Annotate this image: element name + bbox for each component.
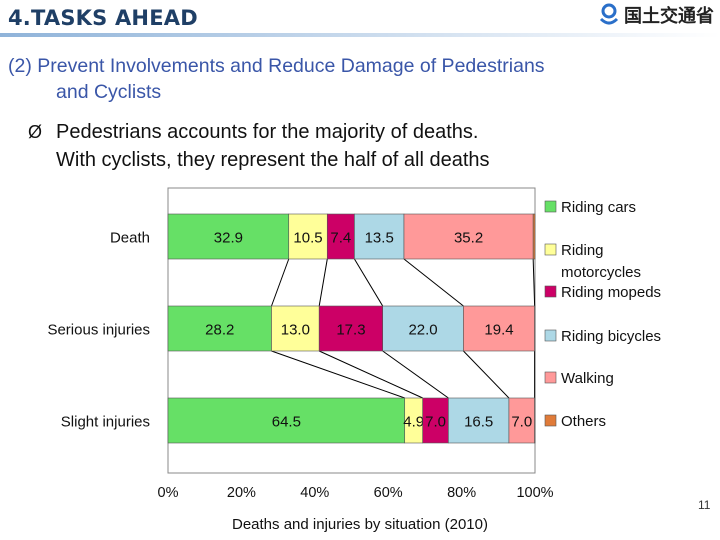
ministry-logo: 国土交通省 — [598, 2, 714, 28]
legend-swatch — [544, 414, 557, 427]
bar-segment — [422, 397, 449, 444]
bar-segment — [532, 213, 536, 260]
legend-swatch — [544, 329, 557, 342]
bullet-line-1: Pedestrians accounts for the majority of… — [56, 121, 479, 143]
connector-line — [463, 350, 510, 399]
data-label: 13.5 — [365, 230, 394, 247]
data-label: 17.3 — [336, 322, 365, 339]
chart-caption: Deaths and injuries by situation (2010) — [0, 516, 720, 533]
connector-line — [532, 258, 536, 307]
legend-label-continued: motorcycles — [561, 264, 641, 281]
page-number: 11 — [698, 498, 711, 512]
connector-line — [382, 350, 449, 399]
bar-segment — [271, 305, 320, 352]
connector-line — [318, 258, 328, 307]
data-label: 22.0 — [408, 322, 437, 339]
bar-segment — [288, 213, 328, 260]
data-label: 7.0 — [425, 414, 446, 431]
legend-label: Others — [561, 413, 606, 430]
connector-line — [318, 350, 423, 399]
legend-label: Riding mopeds — [561, 284, 661, 301]
legend-swatch — [544, 285, 557, 298]
bar-segment — [326, 213, 355, 260]
category-label: Death — [110, 230, 150, 247]
bullet-point: Ø Pedestrians accounts for the majority … — [28, 118, 688, 174]
data-label: 13.0 — [281, 322, 310, 339]
data-label: 10.5 — [293, 230, 322, 247]
x-tick-label: 60% — [374, 485, 403, 501]
legend-swatch — [544, 200, 557, 213]
legend-swatch — [544, 243, 557, 256]
bar-segment — [534, 397, 536, 444]
legend-label: Walking — [561, 370, 614, 387]
mlit-swirl-icon — [599, 3, 619, 25]
bar-segment — [534, 305, 536, 352]
bar-segment — [508, 397, 535, 444]
category-label: Serious injuries — [47, 322, 150, 339]
data-label: 4.9 — [403, 414, 424, 431]
data-label: 7.0 — [511, 414, 532, 431]
legend-swatch — [544, 371, 557, 384]
header-divider — [0, 33, 720, 37]
subtitle-line-2: and Cyclists — [56, 81, 162, 103]
x-tick-label: 40% — [300, 485, 329, 501]
data-label: 35.2 — [454, 230, 483, 247]
bar-segment — [167, 213, 290, 260]
x-tick-label: 80% — [447, 485, 476, 501]
bar-segment — [354, 213, 405, 260]
bar-segment — [463, 305, 535, 352]
chart-caption-text: Deaths and injuries by situation (2010) — [232, 516, 488, 533]
bullet-arrow-icon: Ø — [28, 122, 43, 142]
category-label: Slight injuries — [61, 414, 150, 431]
page-header-title: 4.TASKS AHEAD — [8, 6, 198, 30]
connector-line — [271, 350, 405, 399]
subtitle-line-1: (2) Prevent Involvements and Reduce Dama… — [8, 55, 545, 77]
legend-label: Riding — [561, 242, 604, 259]
legend-label: Riding bicycles — [561, 328, 661, 345]
data-label: 16.5 — [464, 414, 493, 431]
bar-segment — [318, 305, 383, 352]
bar-segment — [167, 305, 272, 352]
data-label: 32.9 — [214, 230, 243, 247]
data-label: 19.4 — [484, 322, 513, 339]
data-label: 28.2 — [205, 322, 234, 339]
bar-segment — [167, 397, 406, 444]
x-tick-label: 20% — [227, 485, 256, 501]
logo-text: 国土交通省 — [624, 6, 714, 27]
x-tick-label: 100% — [516, 485, 553, 501]
legend-label: Riding cars — [561, 199, 636, 216]
x-tick-label: 0% — [158, 485, 179, 501]
bar-segment — [448, 397, 510, 444]
data-label: 64.5 — [272, 414, 301, 431]
bullet-line-2: With cyclists, they represent the half o… — [56, 149, 490, 171]
connector-line — [403, 258, 464, 307]
data-label: 7.4 — [330, 230, 351, 247]
section-subtitle: (2) Prevent Involvements and Reduce Dama… — [8, 53, 708, 105]
connector-line — [354, 258, 384, 307]
connector-line — [271, 258, 290, 307]
